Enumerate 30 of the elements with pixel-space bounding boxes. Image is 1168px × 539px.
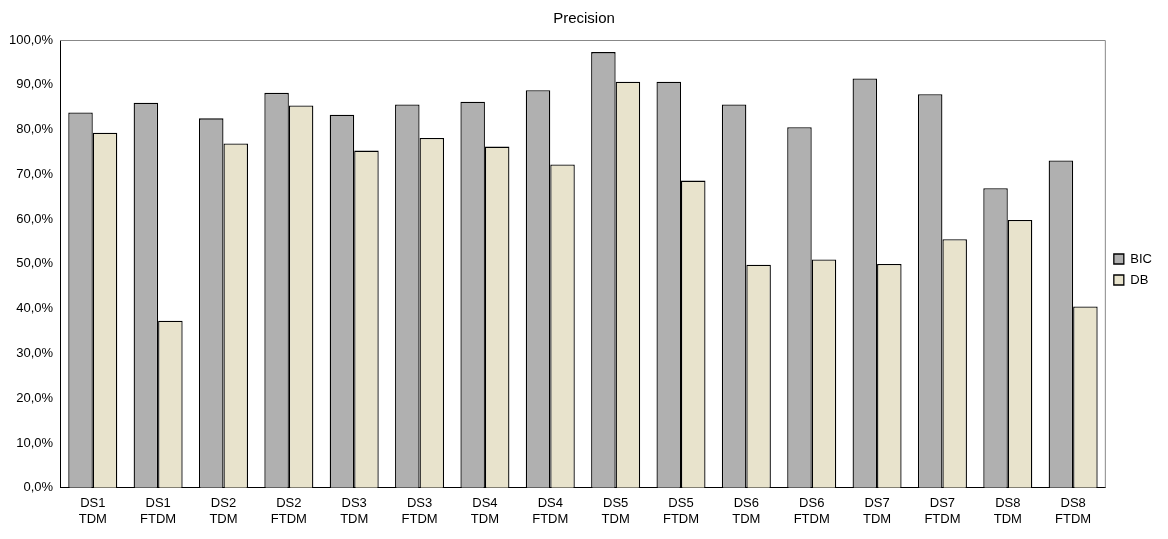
x-tick-label: DS2 TDM bbox=[209, 495, 238, 526]
x-tick-label: DS2 FTDM bbox=[270, 495, 307, 526]
y-tick-label: 90,0% bbox=[16, 76, 54, 92]
y-tick-label: 70,0% bbox=[16, 165, 54, 181]
x-tick-label: DS4 TDM bbox=[470, 495, 500, 526]
x-tick-label: DS8 TDM bbox=[993, 495, 1022, 526]
x-tick-label: DS1 FTDM bbox=[140, 495, 177, 526]
y-tick-label: 20,0% bbox=[16, 389, 54, 405]
x-tick-label: DS8 FTDM bbox=[1055, 495, 1092, 526]
x-tick-label: DS4 FTDM bbox=[532, 495, 569, 526]
chart-title: Precision bbox=[553, 9, 615, 27]
x-tick-label: DS5 FTDM bbox=[662, 495, 700, 526]
y-tick-label: 0,0% bbox=[23, 479, 54, 495]
legend-label: DB bbox=[1130, 271, 1149, 287]
x-tick-label: DS7 TDM bbox=[862, 495, 892, 526]
x-tick-label: DS6 TDM bbox=[732, 495, 761, 526]
x-tick-label: DS5 TDM bbox=[601, 495, 630, 526]
x-tick-label: DS3 FTDM bbox=[401, 495, 438, 526]
x-tick-label: DS6 FTDM bbox=[793, 495, 830, 526]
legend-label: BIC bbox=[1130, 250, 1152, 266]
y-tick-label: 50,0% bbox=[16, 255, 54, 271]
x-tick-label: DS7 FTDM bbox=[924, 495, 961, 526]
y-tick-label: 10,0% bbox=[16, 434, 54, 450]
y-tick-label: 80,0% bbox=[16, 121, 54, 137]
y-tick-label: 100,0% bbox=[9, 31, 54, 47]
x-tick-label: DS3 TDM bbox=[340, 495, 369, 526]
y-tick-label: 30,0% bbox=[16, 345, 54, 361]
y-tick-label: 40,0% bbox=[16, 300, 54, 316]
x-tick-label: DS1 TDM bbox=[78, 495, 107, 526]
y-tick-label: 60,0% bbox=[16, 210, 54, 226]
